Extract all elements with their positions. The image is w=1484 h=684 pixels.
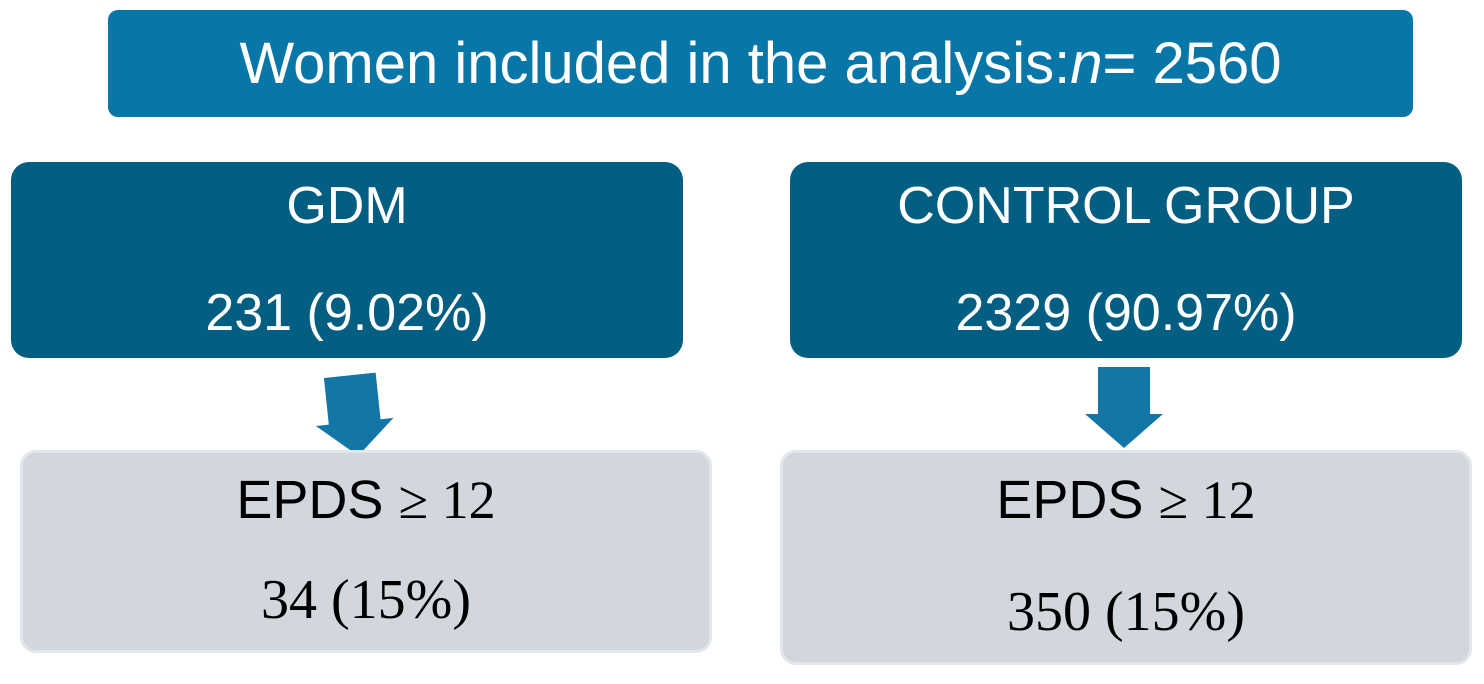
gdm-epds-value: 34 (15%): [261, 569, 471, 632]
control-group-box: CONTROL GROUP 2329 (90.97%): [790, 162, 1462, 358]
header-banner: Women included in the analysis: n = 2560: [108, 10, 1413, 117]
control-title: CONTROL GROUP: [897, 177, 1355, 235]
header-n-symbol: n: [1070, 31, 1103, 96]
gdm-epds-label-serif: ≥ 12: [398, 470, 496, 530]
control-epds-label-sans: EPDS: [996, 470, 1144, 530]
gdm-title: GDM: [286, 177, 408, 235]
header-text-suffix: = 2560: [1102, 31, 1282, 96]
gdm-group-box: GDM 231 (9.02%): [11, 162, 683, 358]
control-epds-box: EPDS ≥ 12 350 (15%): [780, 450, 1472, 665]
control-epds-label-serif: ≥ 12: [1158, 470, 1256, 530]
down-arrow-icon: [1085, 367, 1163, 448]
gdm-count: 231 (9.02%): [205, 283, 489, 342]
control-epds-value: 350 (15%): [1007, 581, 1245, 644]
header-text-prefix: Women included in the analysis:: [239, 31, 1071, 96]
control-count: 2329 (90.97%): [955, 283, 1297, 342]
gdm-epds-label: EPDS ≥ 12: [236, 470, 496, 530]
gdm-epds-box: EPDS ≥ 12 34 (15%): [20, 450, 712, 653]
gdm-epds-label-sans: EPDS: [236, 470, 384, 530]
down-arrow-icon: [311, 371, 397, 460]
control-epds-label: EPDS ≥ 12: [996, 470, 1256, 530]
